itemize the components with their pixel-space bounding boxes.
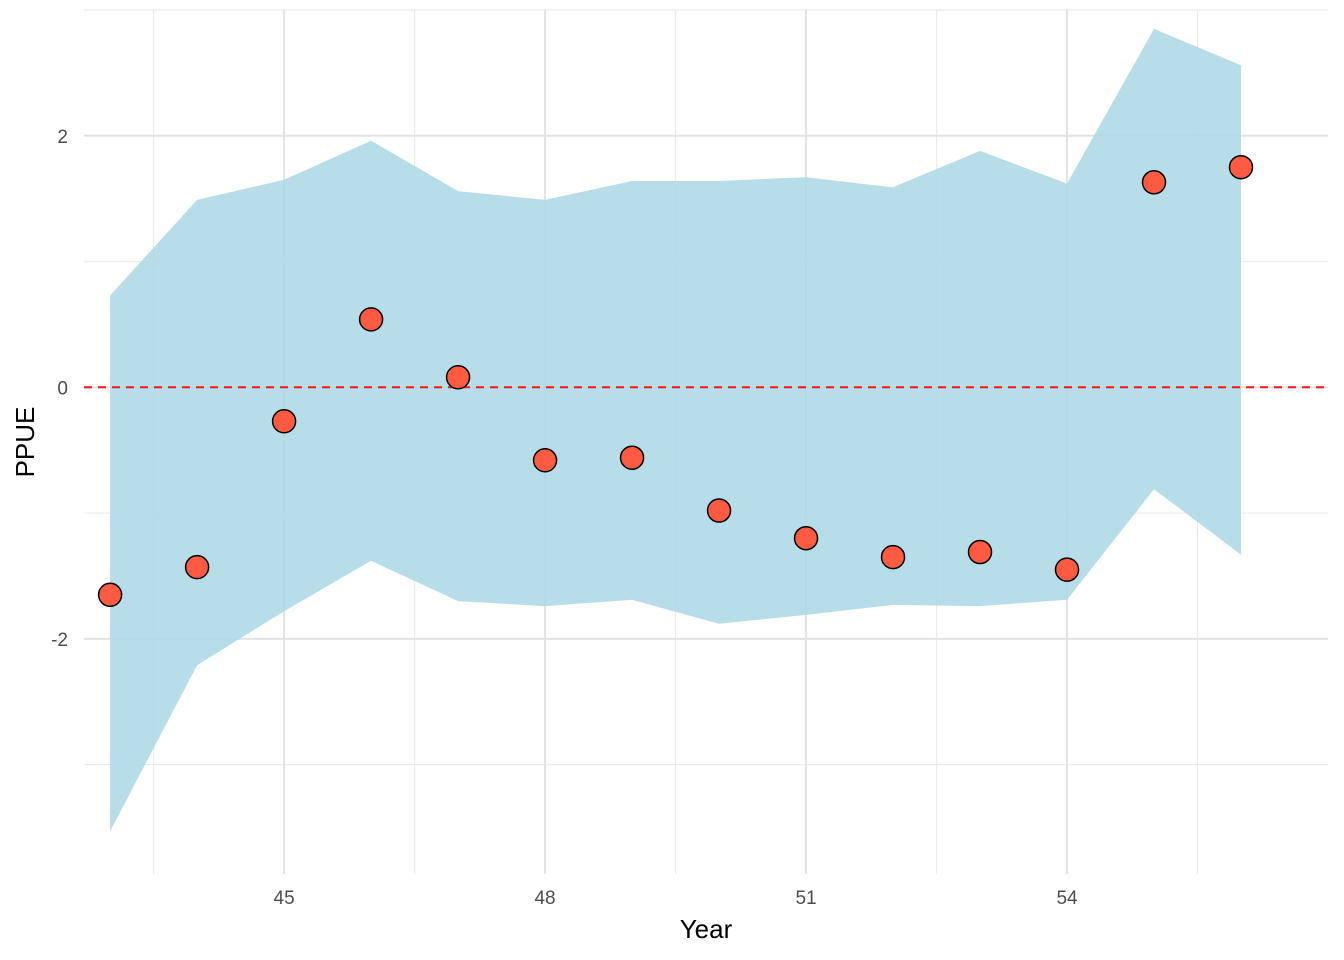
data-point	[184, 554, 210, 580]
y-tick-label: -2	[51, 630, 68, 651]
data-point	[619, 445, 645, 470]
data-points	[97, 154, 1254, 608]
x-tick-label: 54	[1056, 888, 1078, 909]
x-tick-label: 45	[274, 888, 295, 909]
data-point	[706, 498, 732, 523]
x-tick-labels: 45 48 51 54	[274, 888, 1079, 909]
data-point	[445, 364, 471, 390]
data-point	[967, 539, 993, 565]
y-axis-title: PPUE	[10, 407, 40, 478]
data-point	[1228, 154, 1254, 180]
data-point	[358, 307, 384, 332]
data-point	[880, 544, 906, 570]
x-axis-title: Year	[680, 914, 733, 944]
data-point	[532, 447, 558, 473]
confidence-band	[110, 28, 1242, 832]
data-point	[97, 582, 123, 608]
data-point	[1054, 557, 1080, 582]
y-tick-labels: -2 0 2	[51, 127, 68, 651]
y-tick-label: 2	[57, 127, 68, 148]
x-tick-label: 48	[534, 888, 555, 909]
x-tick-label: 51	[795, 888, 816, 909]
data-point	[271, 408, 297, 434]
data-point	[793, 525, 819, 551]
y-tick-label: 0	[57, 378, 68, 399]
data-point	[1141, 170, 1167, 195]
